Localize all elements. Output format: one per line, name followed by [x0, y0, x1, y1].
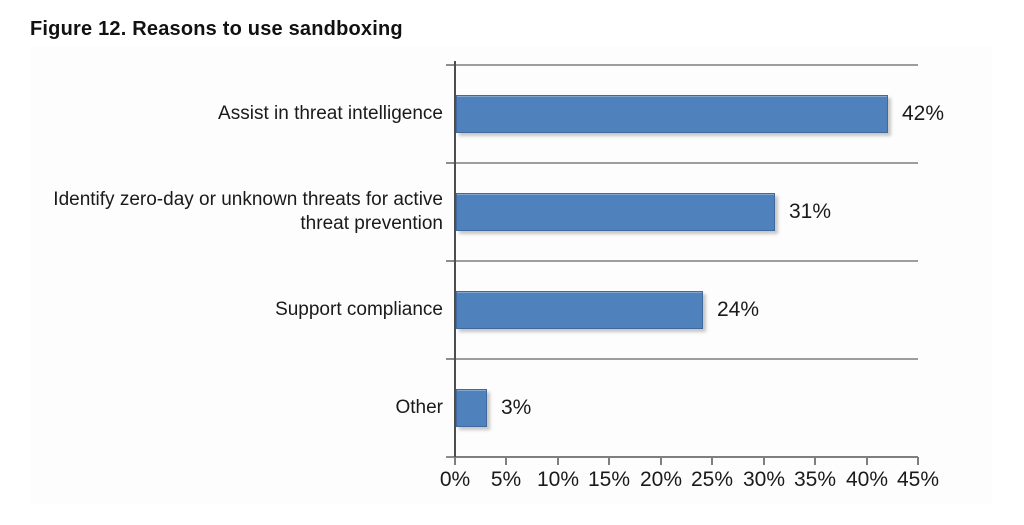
x-axis-tick-label: 0%: [439, 468, 471, 491]
bar: [456, 193, 775, 231]
x-axis-tick-mark: [763, 457, 765, 465]
x-axis-tick-label: 20%: [639, 468, 683, 491]
x-axis-tick-label: 5%: [490, 468, 522, 491]
category-tick-mark: [446, 456, 455, 458]
x-axis-tick-mark: [711, 457, 713, 465]
x-axis-tick-label: 10%: [536, 468, 580, 491]
x-axis-tick-label: 35%: [793, 468, 837, 491]
y-axis-line: [454, 61, 456, 465]
x-axis-tick-mark: [505, 457, 507, 465]
plot-top-border: [455, 64, 918, 66]
x-axis-tick-label: 40%: [845, 468, 889, 491]
bar: [456, 95, 888, 133]
category-label: Identify zero-day or unknown threats for…: [53, 189, 443, 234]
category-tick-mark: [446, 64, 455, 66]
x-axis-tick-label: 30%: [742, 468, 786, 491]
x-axis-tick-label: 15%: [587, 468, 631, 491]
x-axis-tick-mark: [814, 457, 816, 465]
value-label: 3%: [501, 396, 532, 419]
category-gridline: [455, 162, 918, 164]
category-label: Assist in threat intelligence: [218, 103, 443, 124]
x-axis-tick-mark: [917, 457, 919, 465]
category-label: Other: [395, 397, 443, 418]
value-label: 24%: [717, 298, 760, 321]
category-tick-mark: [446, 358, 455, 360]
x-axis-tick-label: 45%: [896, 468, 940, 491]
x-axis-line: [455, 456, 918, 458]
category-label: Support compliance: [275, 299, 443, 320]
category-tick-mark: [446, 162, 455, 164]
x-axis-tick-mark: [866, 457, 868, 465]
x-axis-tick-mark: [608, 457, 610, 465]
category-tick-mark: [446, 260, 455, 262]
x-axis-tick-mark: [557, 457, 559, 465]
value-label: 42%: [902, 102, 945, 125]
category-gridline: [455, 260, 918, 262]
value-label: 31%: [789, 200, 832, 223]
x-axis-tick-label: 25%: [690, 468, 734, 491]
bar: [456, 291, 703, 329]
figure-title: Figure 12. Reasons to use sandboxing: [30, 18, 403, 40]
x-axis-tick-mark: [660, 457, 662, 465]
category-gridline: [455, 358, 918, 360]
x-axis-tick-mark: [454, 457, 456, 465]
bar: [456, 389, 487, 427]
